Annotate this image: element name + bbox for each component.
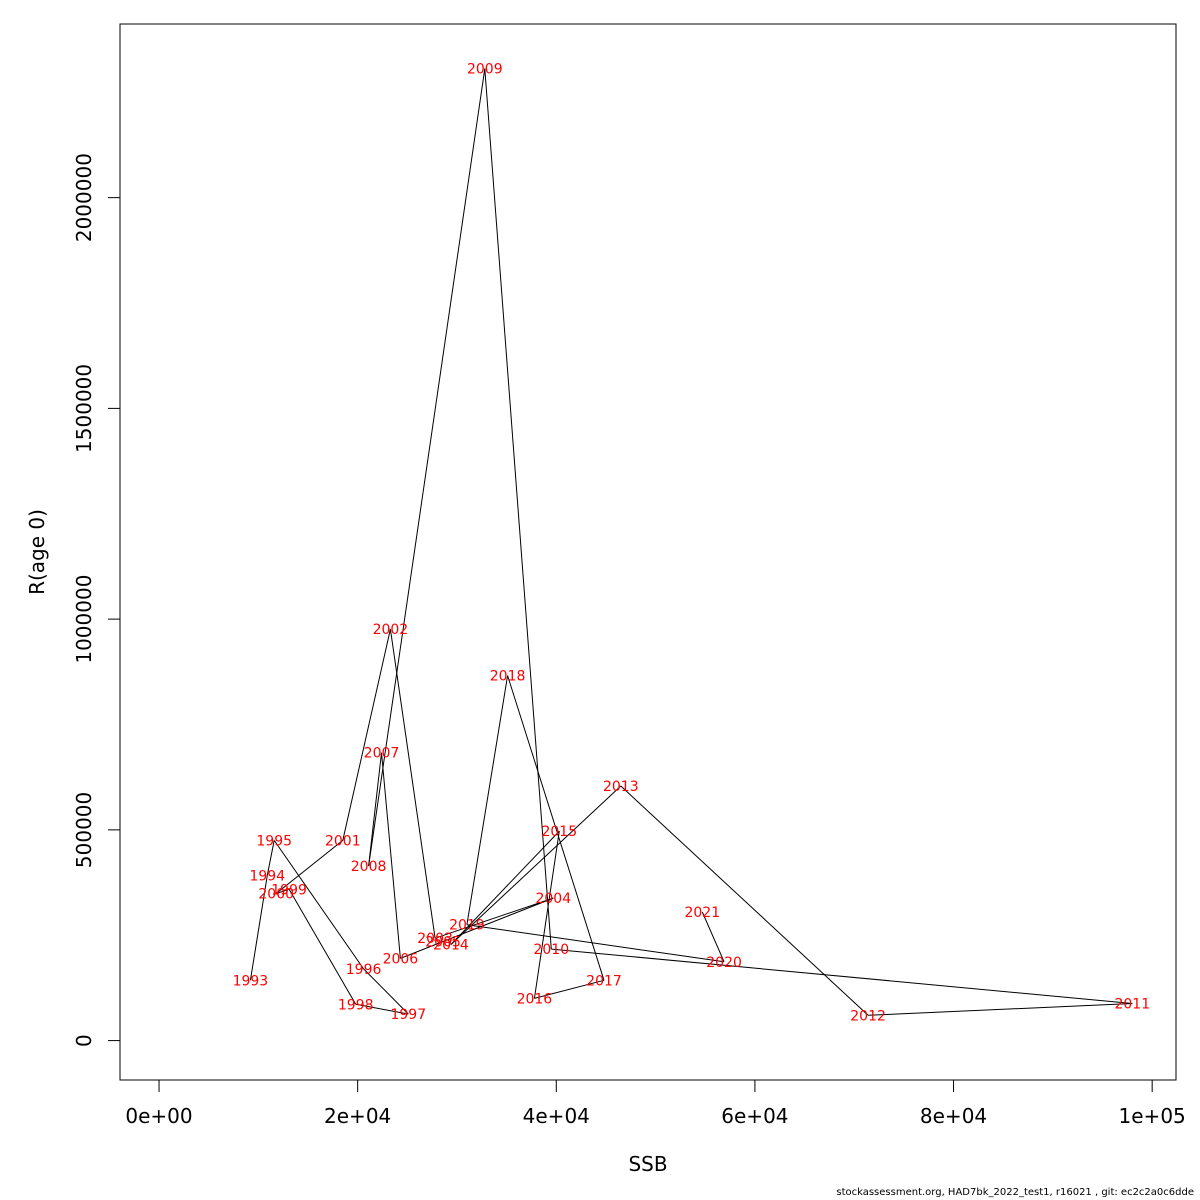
year-label: 1999 (271, 882, 307, 898)
year-label: 2001 (325, 833, 361, 849)
year-label: 2004 (535, 891, 571, 907)
year-label: 2010 (533, 942, 569, 958)
trajectory-segment (507, 675, 605, 981)
year-label: 2007 (364, 746, 400, 762)
trajectory-segment (355, 1003, 409, 1015)
y-tick-label: 0 (72, 1034, 96, 1047)
year-label: 2016 (517, 991, 553, 1007)
footer-credit: stockassessment.org, HAD7bk_2022_test1, … (836, 1187, 1194, 1198)
year-label: 2020 (706, 955, 742, 971)
y-tick-label: 500000 (72, 792, 96, 868)
trajectory-segment (288, 889, 357, 1005)
year-label: 2019 (449, 918, 485, 934)
trajectory-segment (276, 888, 290, 894)
x-axis: 0e+00 2e+04 4e+04 6e+04 8e+04 1e+05 (125, 1079, 1186, 1128)
year-label: 2009 (467, 62, 503, 78)
year-label: 2003 (417, 931, 453, 947)
trajectory-segment (534, 979, 605, 999)
year-label: 2008 (351, 859, 387, 875)
year-label: 2014 (433, 938, 469, 954)
trajectory-segment (450, 830, 560, 945)
trajectory-segment (450, 785, 622, 945)
trajectory-segment (381, 752, 401, 959)
x-tick-label: 0e+00 (125, 1104, 192, 1128)
year-label: 2000 (258, 887, 294, 903)
trajectory-segment (533, 831, 560, 999)
trajectory-segment (466, 675, 509, 925)
x-tick-label: 6e+04 (721, 1104, 788, 1128)
trajectory-segment (275, 840, 344, 894)
year-label: 2002 (373, 622, 409, 638)
trajectory-segment (363, 968, 409, 1015)
trajectory-segment (434, 897, 554, 939)
trajectory-segment (466, 924, 725, 963)
year-label: 2005 (425, 935, 461, 951)
y-tick-label: 1000000 (72, 575, 96, 664)
year-label: 2013 (603, 779, 639, 795)
trajectory-segment (342, 629, 391, 841)
year-label: 1994 (249, 868, 285, 884)
year-label: 1996 (346, 962, 382, 978)
trajectory-segment (868, 1003, 1133, 1016)
trajectory-segment (368, 68, 486, 867)
year-label: 1997 (390, 1007, 426, 1023)
trajectory-segment (551, 948, 1133, 1004)
trajectory-segment (389, 629, 436, 939)
trajectory-segment (368, 752, 382, 867)
year-label: 2012 (850, 1008, 886, 1024)
trajectory-segment (400, 941, 444, 959)
year-label: 2018 (490, 669, 526, 685)
x-axis-title: SSB (628, 1152, 667, 1176)
year-label: 1993 (233, 973, 269, 989)
trajectory-segment (273, 840, 365, 970)
year-label: 2021 (684, 905, 720, 921)
x-tick-label: 2e+04 (324, 1104, 391, 1128)
trajectory-segment (620, 785, 869, 1016)
y-tick-label: 1500000 (72, 364, 96, 453)
year-label: 2015 (541, 824, 577, 840)
year-label: 2006 (383, 951, 419, 967)
trajectory-lines (249, 68, 1133, 1016)
x-tick-label: 1e+05 (1119, 1104, 1186, 1128)
y-axis-title: R(age 0) (25, 509, 49, 595)
trajectory-segment (266, 840, 275, 876)
y-axis: 0 500000 1000000 1500000 2000000 (72, 153, 121, 1047)
year-label: 1998 (338, 997, 374, 1013)
year-label: 1995 (256, 833, 292, 849)
plot-area-frame (119, 23, 1177, 1081)
trajectory-segment (249, 875, 268, 981)
year-label: 2017 (586, 973, 622, 989)
x-tick-label: 8e+04 (920, 1104, 987, 1128)
year-label: 2011 (1114, 997, 1150, 1013)
trajectory-segment (484, 68, 552, 950)
y-tick-label: 2000000 (72, 153, 96, 242)
trajectory-segment (701, 911, 725, 963)
x-tick-label: 4e+04 (523, 1104, 590, 1128)
